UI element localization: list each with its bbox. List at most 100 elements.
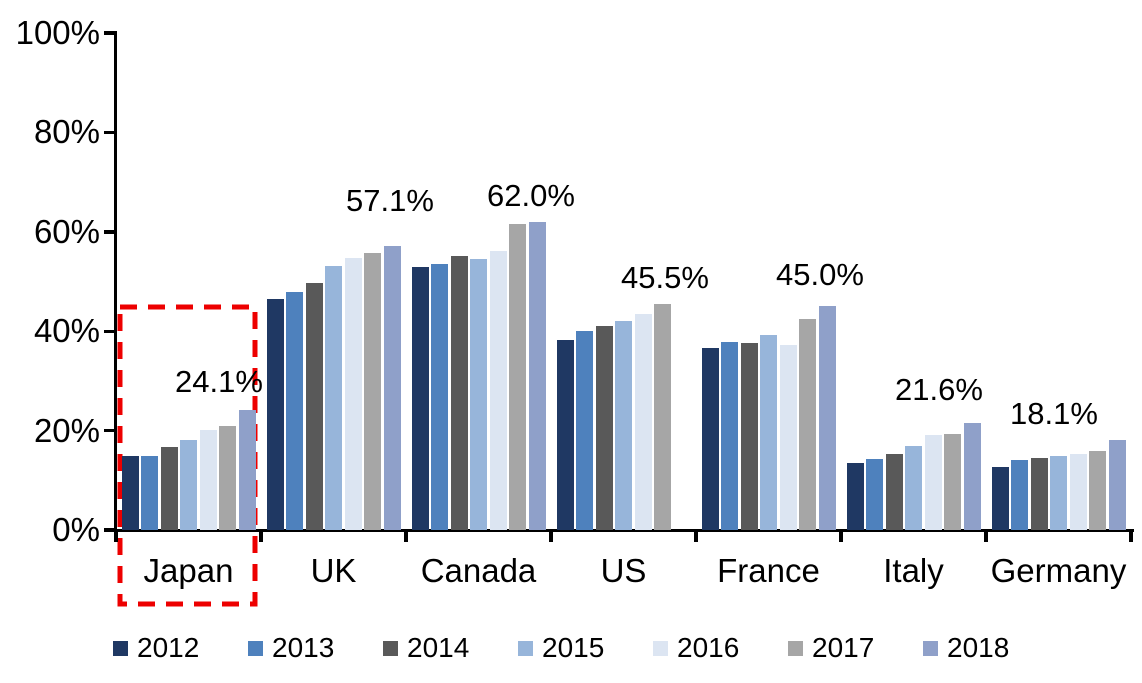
bar-2016-italy [924,435,942,530]
y-axis-label: 100% [15,14,100,51]
legend-label: 2016 [677,632,740,663]
bar-2016-japan [199,430,217,530]
bar-2013-canada [431,264,448,530]
x-axis-tick [114,530,118,542]
y-axis-label: 40% [33,312,100,350]
category-label: Canada [420,552,537,589]
bar-2017-uk [364,253,381,530]
data-label: 45.0% [776,257,864,292]
data-label: 45.5% [621,260,709,295]
bar-2017-japan [219,425,236,530]
y-axis-label: 0% [52,511,100,548]
bar-2017-germany [1089,450,1106,530]
y-axis-tick [104,428,116,433]
y-axis-tick [104,230,116,234]
bar-2018-uk [383,246,401,530]
bar-2015-canada [470,258,487,530]
x-axis-tick [259,530,263,542]
bar-2016-france [779,344,797,530]
category-label: US [600,552,647,589]
bar-2017-canada [509,223,526,530]
x-axis-tick [549,530,553,542]
bar-2013-us [576,331,593,530]
bar-2015-france [760,334,777,530]
bar-2012-japan [121,456,139,530]
bar-2012-france [701,348,719,530]
bar-2013-italy [866,458,883,530]
bar-2016-uk [344,258,362,530]
y-axis-line [113,31,117,531]
data-label: 62.0% [487,178,575,213]
legend-label: 2018 [947,632,1010,663]
bar-2016-us [634,314,652,530]
category-group-canada [406,33,551,530]
bar-2012-us [556,340,574,530]
category-group-us [551,33,696,530]
bar-2016-canada [489,250,507,530]
data-label: 21.6% [895,372,983,407]
category-label: Germany [990,552,1127,589]
bar-2018-italy [963,422,981,530]
legend-item-2015: 2015 [518,633,604,663]
bar-2015-japan [180,439,197,530]
bar-2015-italy [905,445,922,530]
legend-item-2012: 2012 [113,633,199,663]
legend-label: 2014 [407,632,470,663]
x-axis-line [113,528,1134,532]
bar-2018-germany [1108,440,1126,530]
x-axis-tick [404,530,408,542]
category-group-italy [841,33,986,530]
bar-2014-germany [1030,458,1048,530]
data-label: 57.1% [346,183,434,218]
y-axis-tick [104,329,116,333]
category-group-japan [116,33,261,530]
bar-2017-us [654,303,671,530]
bar-2014-italy [885,453,903,530]
legend-swatch-2018 [923,640,938,656]
bar-2014-uk [305,282,323,530]
data-label: 24.1% [175,364,263,399]
bar-2018-france [818,306,836,530]
category-group-germany [986,33,1131,530]
y-axis-label: 80% [33,113,100,151]
legend-label: 2012 [137,632,200,663]
legend-swatch-2013 [248,640,263,656]
bar-2015-germany [1050,456,1067,530]
bar-2012-canada [411,266,429,530]
y-axis-tick [104,528,116,532]
x-axis-tick [984,530,988,542]
bar-2018-canada [528,221,546,530]
legend-item-2013: 2013 [248,633,334,663]
x-axis-tick [839,530,843,542]
category-label: France [717,552,820,589]
category-group-france [696,33,841,530]
legend-item-2018: 2018 [923,633,1009,663]
bar-2017-france [799,319,816,530]
category-group-uk [261,33,406,530]
legend-item-2016: 2016 [653,633,739,663]
bar-2017-italy [944,434,961,530]
legend-swatch-2016 [653,640,668,656]
bar-2012-germany [991,466,1009,530]
bar-2014-us [595,326,613,530]
category-label: UK [310,552,357,589]
legend-swatch-2017 [788,640,803,656]
legend-item-2014: 2014 [383,633,469,663]
x-axis-tick [694,530,698,542]
legend-label: 2015 [542,632,605,663]
bar-2012-italy [846,462,864,530]
category-label: Italy [883,552,944,589]
bar-2015-us [615,320,632,530]
x-axis-tick [1129,530,1133,542]
data-label: 18.1% [1010,396,1098,431]
bar-2013-uk [286,292,303,530]
y-axis-label: 20% [33,411,100,449]
bar-2014-japan [160,447,178,530]
bar-2012-uk [266,299,284,530]
legend-item-2017: 2017 [788,633,874,663]
bar-2013-germany [1011,459,1028,530]
legend-label: 2013 [272,632,335,663]
legend-label: 2017 [812,632,875,663]
bar-2013-japan [141,455,158,530]
